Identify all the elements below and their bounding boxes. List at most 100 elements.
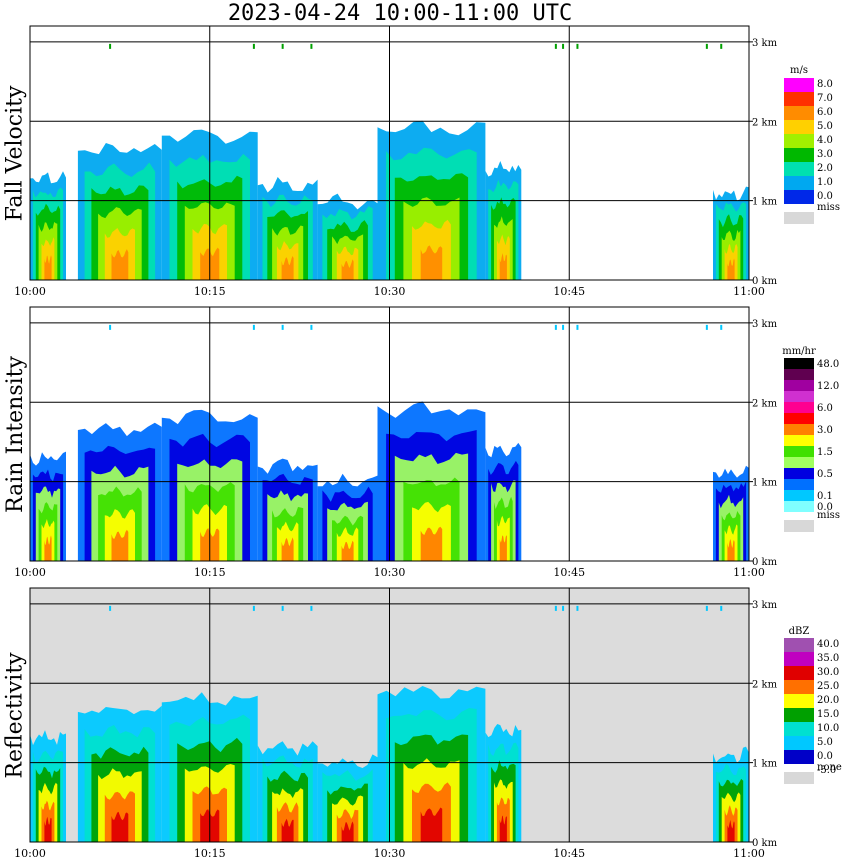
colorbar-swatch	[784, 435, 814, 446]
y-tick-label: 3 km	[752, 38, 778, 49]
ylabel-panel-2: Rain Intensity	[2, 355, 28, 513]
colorbar-label: 35.0	[817, 653, 839, 664]
colorbar-label: 6.0	[817, 403, 833, 414]
echo-layer	[420, 807, 443, 842]
echo-layer	[44, 816, 52, 842]
colorbar-swatch	[784, 736, 814, 750]
echo-speckle	[281, 43, 284, 49]
echo-layer	[44, 255, 52, 280]
colorbar-label: 6.0	[817, 107, 833, 118]
echo-speckle	[576, 324, 579, 330]
chart-title: 2023-04-24 10:00-11:00 UTC	[227, 1, 573, 26]
colorbar-swatch	[784, 750, 814, 764]
echo-speckle	[281, 605, 284, 611]
colorbar-swatch	[784, 391, 814, 402]
echo-layer	[281, 818, 294, 842]
colorbar-label: -5.0	[817, 765, 836, 776]
colorbar-swatch	[784, 92, 814, 106]
y-tick-label: 1 km	[752, 197, 778, 208]
echo-speckle	[252, 43, 255, 49]
echo-speckle	[554, 605, 557, 611]
colorbar-unit: dBZ	[789, 626, 810, 637]
colorbar-label: 40.0	[817, 639, 839, 650]
colorbar-missing-label: none	[817, 762, 842, 773]
echo-layer	[727, 258, 735, 280]
y-tick-label: 2 km	[752, 117, 778, 128]
colorbar-swatch	[784, 176, 814, 190]
colorbar-missing-label: miss	[817, 202, 840, 213]
colorbar-label: 7.0	[817, 93, 833, 104]
x-tick-label: 10:15	[194, 847, 226, 860]
colorbar-swatch	[784, 446, 814, 457]
echo-speckle	[109, 43, 112, 49]
x-tick-label: 10:30	[374, 566, 406, 579]
echo-speckle	[281, 324, 284, 330]
panel-1: 10:00 10:15 10:30 10:45 11:000 km 1 km 2 km 3 k…	[14, 25, 840, 298]
colorbar-label: 20.0	[817, 695, 839, 706]
colorbar-swatch	[784, 490, 814, 501]
x-tick-label: 10:15	[194, 285, 226, 298]
echo-layer	[499, 815, 507, 842]
colorbar-swatch	[784, 380, 814, 391]
colorbar-unit: mm/hr	[782, 346, 816, 357]
colorbar-label: 30.0	[817, 667, 839, 678]
echo-layer	[727, 819, 735, 842]
colorbar-label: 0.1	[817, 491, 833, 502]
y-tick-label: 3 km	[752, 600, 778, 611]
colorbar-label: 48.0	[817, 359, 839, 370]
x-tick-label: 10:45	[553, 566, 585, 579]
echo-speckle	[554, 324, 557, 330]
colorbar-missing-label: miss	[817, 510, 840, 521]
ylabel-panel-1: Fall Velocity	[2, 85, 28, 221]
echo-field	[30, 605, 749, 842]
colorbar-label: 0.0	[817, 751, 833, 762]
colorbar-swatch	[784, 680, 814, 694]
colorbar-swatch	[784, 369, 814, 380]
colorbar-label: 25.0	[817, 681, 839, 692]
colorbar-swatch	[784, 190, 814, 204]
echo-layer	[341, 259, 354, 280]
echo-layer	[341, 540, 354, 561]
echo-speckle	[310, 43, 313, 49]
colorbar-label: 3.0	[817, 425, 833, 436]
echo-layer	[420, 245, 443, 280]
echo-speckle	[562, 605, 565, 611]
y-tick-label: 1 km	[752, 759, 778, 770]
echo-speckle	[562, 43, 565, 49]
x-tick-label: 10:00	[14, 566, 46, 579]
echo-layer	[727, 539, 735, 561]
colorbar-label: 8.0	[817, 79, 833, 90]
colorbar-missing-swatch	[784, 212, 814, 224]
colorbar-swatch	[784, 413, 814, 424]
grid	[30, 588, 749, 842]
echo-speckle	[109, 605, 112, 611]
colorbar: dBZ 40.0 35.0 30.0 25.0 20.0 15.0 10.0 5.0 0.0 -5.…	[784, 626, 842, 784]
colorbar-swatch	[784, 708, 814, 722]
echo-speckle	[720, 43, 723, 49]
echo-speckle	[252, 324, 255, 330]
echo-layer	[281, 256, 294, 280]
y-tick-label: 2 km	[752, 398, 778, 409]
echo-layer	[499, 253, 507, 280]
echo-speckle	[720, 605, 723, 611]
colorbar-label: 10.0	[817, 723, 839, 734]
ylabel-panel-3: Reflectivity	[2, 651, 28, 779]
x-tick-label: 10:30	[374, 847, 406, 860]
colorbar-swatch	[784, 694, 814, 708]
echo-layer	[111, 249, 129, 280]
echo-field	[30, 324, 749, 561]
echo-speckle	[576, 605, 579, 611]
x-tick-label: 11:00	[733, 285, 765, 298]
echo-layer	[420, 526, 443, 561]
echo-speckle	[576, 43, 579, 49]
y-tick-label: 0 km	[752, 557, 778, 568]
echo-speckle	[562, 324, 565, 330]
plot-frame	[29, 306, 750, 562]
echo-speckle	[310, 324, 313, 330]
echo-speckle	[252, 605, 255, 611]
colorbar-swatch	[784, 106, 814, 120]
x-tick-label: 10:00	[14, 847, 46, 860]
